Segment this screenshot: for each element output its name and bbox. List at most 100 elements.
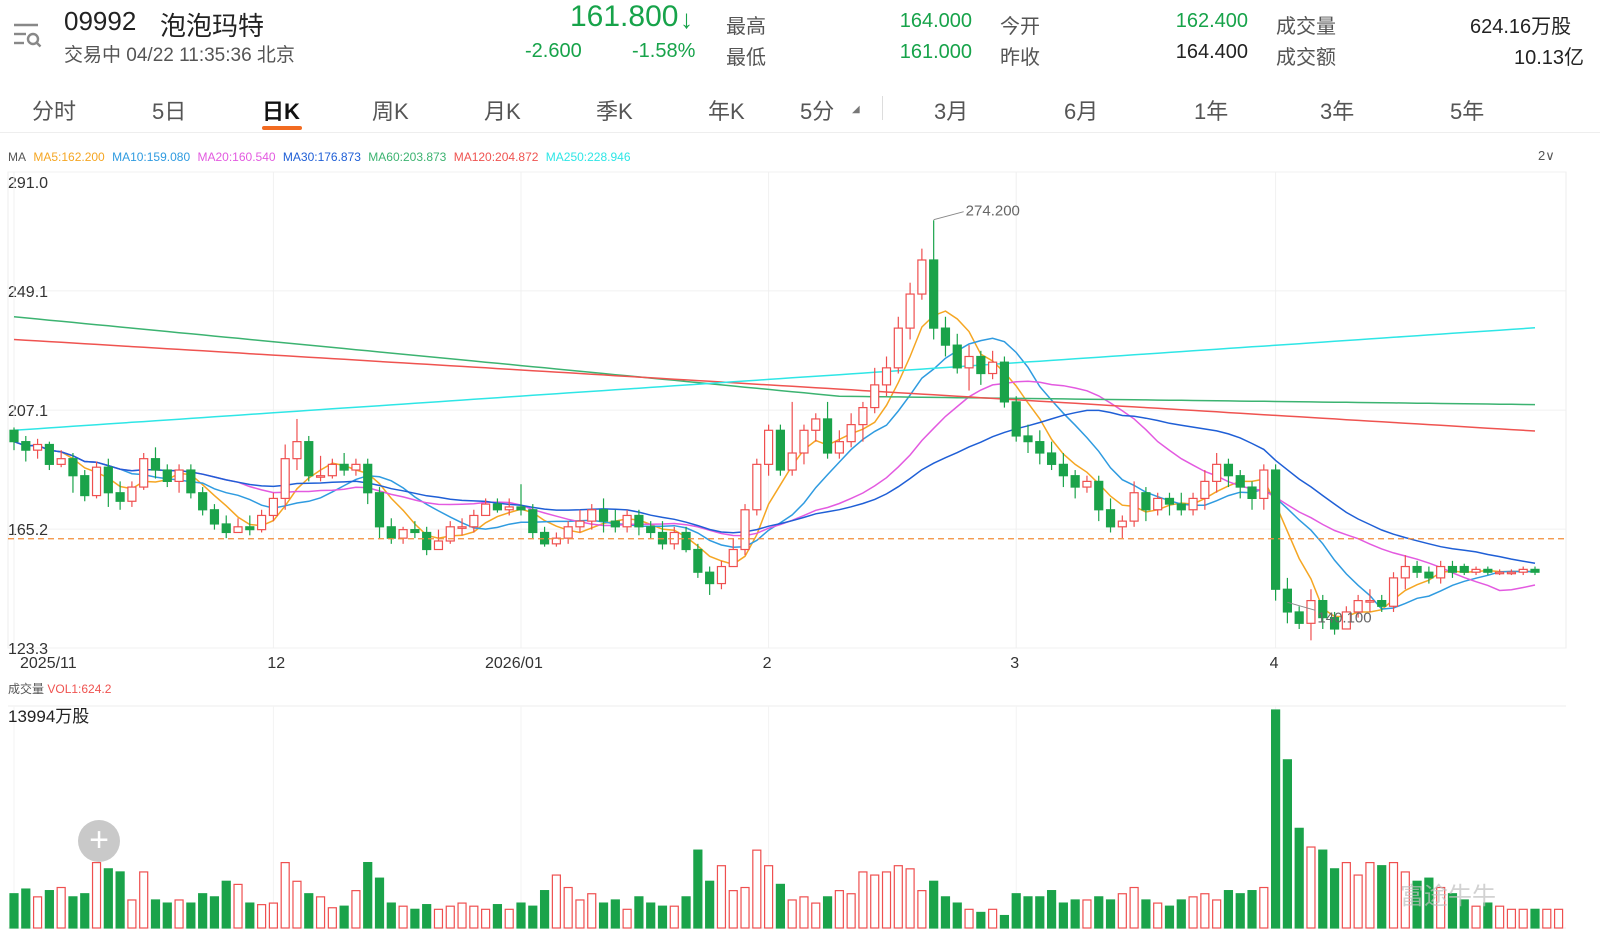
volume-bar xyxy=(822,896,833,929)
tab-daily-k[interactable]: 日K xyxy=(262,99,300,124)
volume-bar xyxy=(563,886,573,929)
candle-body xyxy=(280,458,290,500)
volume-bar xyxy=(327,907,337,929)
volume-bar xyxy=(445,905,455,929)
candle-body xyxy=(1223,463,1234,477)
volume-bar xyxy=(1035,896,1045,929)
volume-bar xyxy=(233,883,243,929)
candle-body xyxy=(1306,599,1316,624)
tab-5year[interactable]: 5年 xyxy=(1450,99,1485,124)
high-annotation: 274.200 xyxy=(966,203,1020,220)
volume-bar xyxy=(150,899,161,929)
tab-intraday[interactable]: 分时 xyxy=(32,99,77,124)
candle-body xyxy=(940,327,951,346)
volume-bar xyxy=(634,896,644,929)
volume-bar xyxy=(575,899,585,929)
volume-bar xyxy=(1424,877,1434,929)
tab-yearly-k[interactable]: 年K xyxy=(708,99,745,124)
volume-max-label: 13994万股 xyxy=(8,707,90,726)
tab-6month[interactable]: 6月 xyxy=(1064,99,1099,124)
tab-monthly-k[interactable]: 月K xyxy=(484,99,521,124)
volume-bar xyxy=(1530,908,1540,929)
candle-body xyxy=(1377,599,1387,607)
watermark: 富途牛牛 xyxy=(1400,883,1496,910)
tab-weekly-k[interactable]: 周K xyxy=(372,99,409,124)
volume-bar xyxy=(858,871,868,929)
ma-legend[interactable]: MA MA5:162.200 MA10:159.080 MA20:160.540… xyxy=(8,150,635,164)
volume-bar xyxy=(539,890,550,929)
volume-bar xyxy=(209,896,220,929)
candle-body xyxy=(1188,497,1198,511)
candle-body xyxy=(1235,475,1245,488)
candle-body xyxy=(103,466,113,494)
candle-body xyxy=(315,475,326,478)
candle-body xyxy=(1436,565,1446,579)
candle-body xyxy=(693,548,703,573)
candle-body xyxy=(575,520,585,528)
volume-bar xyxy=(516,902,526,929)
candle-body xyxy=(905,293,915,329)
x-tick-label: 12 xyxy=(267,655,285,672)
volume-bar xyxy=(1388,861,1399,929)
candle-body xyxy=(598,509,609,522)
quote-value-volume: 624.16万股 xyxy=(1470,16,1572,38)
add-indicator-button[interactable]: + xyxy=(78,820,120,862)
quote-label-low: 最低 xyxy=(726,47,766,69)
candle-body xyxy=(1447,565,1458,573)
volume-bar xyxy=(21,888,31,929)
candle-body xyxy=(811,418,821,431)
volume-bar xyxy=(952,902,962,929)
candle-body xyxy=(964,355,974,369)
caret-down-icon[interactable]: ◢ xyxy=(852,104,860,115)
volume-bar xyxy=(56,886,66,929)
tab-3year[interactable]: 3年 xyxy=(1320,99,1355,124)
y-tick-label: 291.0 xyxy=(8,175,48,192)
volume-legend[interactable]: 成交量 VOL1:624.2 xyxy=(8,680,111,697)
candle-body xyxy=(1459,565,1469,573)
last-price: 161.800 xyxy=(570,0,679,33)
volume-bar xyxy=(257,904,267,929)
indicator-toggle[interactable]: 2∨ xyxy=(1538,148,1555,163)
candle-body xyxy=(551,537,561,545)
tab-quarterly-k[interactable]: 季K xyxy=(596,99,633,124)
candle-body xyxy=(622,514,632,528)
menu-search-icon[interactable] xyxy=(12,20,42,52)
volume-bar xyxy=(374,877,385,929)
volume-bar xyxy=(1459,899,1469,929)
volume-bar xyxy=(1011,893,1021,929)
volume-bar xyxy=(1023,896,1033,929)
candle-body xyxy=(304,441,314,477)
y-tick-label: 249.1 xyxy=(8,284,48,301)
quote-value-open: 162.400 xyxy=(1175,10,1248,32)
candle-body xyxy=(1117,520,1127,528)
candle-body xyxy=(870,384,880,409)
candle-body xyxy=(127,486,137,502)
candle-body xyxy=(764,429,774,465)
volume-bar xyxy=(1070,899,1080,929)
tab-1year[interactable]: 1年 xyxy=(1194,99,1229,124)
volume-bar xyxy=(315,896,326,929)
volume-bar xyxy=(1306,846,1316,929)
candle-body xyxy=(56,458,66,465)
volume-bar xyxy=(127,899,137,929)
quote-value-turnover: 10.13亿 xyxy=(1514,47,1585,69)
volume-bar xyxy=(162,902,172,929)
volume-bar xyxy=(1141,899,1151,929)
candle-body xyxy=(988,361,998,375)
candle-body xyxy=(1070,475,1080,488)
trading-status: 交易中 04/22 11:35:36 北京 xyxy=(64,45,295,66)
volume-bar xyxy=(1200,893,1210,929)
volume-bar xyxy=(1259,886,1269,929)
tab-5min[interactable]: 5分 xyxy=(800,99,835,124)
candle-body xyxy=(1058,463,1068,477)
candle-body xyxy=(68,458,78,477)
volume-bar xyxy=(1518,908,1528,929)
volume-bar xyxy=(492,904,503,929)
volume-bar xyxy=(764,865,774,929)
volume-bar xyxy=(363,861,373,929)
tab-5day[interactable]: 5日 xyxy=(152,99,187,124)
tab-3month[interactable]: 3月 xyxy=(934,99,969,124)
candle-body xyxy=(1176,503,1186,511)
volume-bar xyxy=(1188,896,1198,929)
